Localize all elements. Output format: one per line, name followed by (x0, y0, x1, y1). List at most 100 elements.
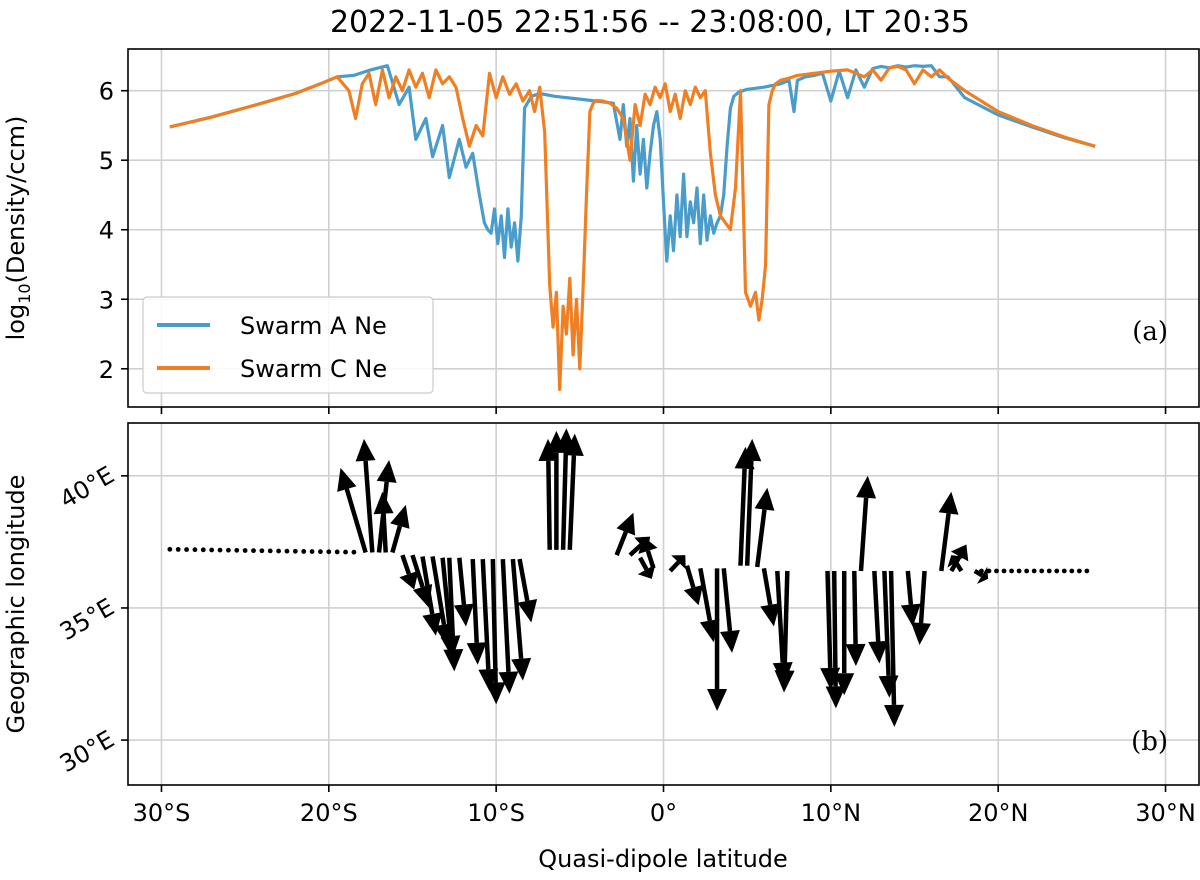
vector-arrow (888, 570, 897, 705)
track-dot (1024, 568, 1030, 574)
vector-arrow-head (720, 630, 740, 653)
vector-arrow (939, 513, 951, 572)
vector-arrow-head (884, 704, 904, 727)
track-dot (267, 548, 273, 554)
chart-title: 2022-11-05 22:51:56 -- 23:08:00, LT 20:3… (330, 5, 970, 40)
vector-arrow-head (511, 657, 532, 681)
y-tick-label: 5 (99, 147, 114, 175)
vector-arrow (858, 497, 869, 572)
track-dot (351, 549, 357, 555)
vector-arrow-head (399, 570, 419, 590)
legend-box (142, 296, 434, 394)
vector-arrow (447, 557, 456, 650)
vector-arrow (698, 567, 712, 622)
vector-arrow (517, 558, 530, 602)
vector-arrow-head (376, 460, 397, 483)
vector-arrow (775, 570, 785, 663)
vector-arrow-head (498, 671, 519, 694)
track-dot (184, 547, 189, 552)
panel-b-grid (128, 423, 1199, 785)
vector-arrow-head (977, 566, 989, 584)
track-dot (251, 548, 256, 554)
vector-arrow (953, 561, 964, 573)
vector-arrow (381, 513, 388, 553)
panel-b-ylabel: Geographic longitude (2, 475, 30, 734)
track-dot (259, 548, 265, 554)
track-dot (1084, 568, 1090, 574)
track-dot (318, 549, 323, 555)
track-dot (234, 547, 240, 553)
track-dot (284, 548, 290, 554)
vector-arrow (638, 556, 649, 571)
vector-arrow (510, 558, 524, 659)
vector-arrow (744, 460, 754, 566)
vector-arrow (560, 450, 569, 550)
vector-arrow (872, 570, 881, 642)
track-dot (1016, 568, 1022, 574)
vector-arrow (918, 570, 927, 624)
vector-arrow-head (825, 686, 846, 709)
vector-arrow-head (563, 433, 584, 456)
panel-b: 30°E35°E40°E 30°S 20°S 10°S 0° 10°N 20°N 30°N … (2, 422, 1200, 873)
track-dot (1001, 568, 1007, 574)
vector-arrow-head (637, 564, 656, 579)
track-dot (226, 547, 231, 553)
vector-arrow-head (517, 599, 538, 623)
vector-arrow (490, 559, 498, 683)
track-dot (334, 549, 340, 555)
vector-arrow-head (856, 475, 877, 499)
vector-arrow (628, 543, 643, 557)
legend-label-swarm-c: Swarm C Ne (240, 355, 387, 383)
track-dot (343, 549, 348, 555)
track-dot (1009, 568, 1014, 574)
vector-arrow-head (683, 584, 703, 606)
vector-arrow-head (834, 673, 855, 696)
vector-arrow (882, 570, 891, 676)
panel-b-vectors (167, 428, 1090, 727)
track-dot (217, 547, 223, 553)
track-dot (242, 548, 248, 553)
panel-b-xlabel: Quasi-dipole latitude (538, 845, 788, 873)
x-tick-label: 0° (650, 799, 677, 827)
vector-arrow (645, 550, 656, 570)
series-line-swarm-c (169, 64, 1096, 392)
panel-a: 2 3 4 5 6 log10(Density/ccm) (a) Swarm A Ne … (2, 48, 1200, 414)
vector-arrow-head (443, 649, 464, 672)
x-tick-label: 30°S (133, 799, 191, 827)
panel-a-label: (a) (1132, 317, 1168, 347)
vector-arrow (410, 554, 425, 588)
vector-arrow-head (760, 603, 781, 627)
track-dot (1039, 568, 1045, 574)
vector-arrow-head (774, 670, 795, 693)
series-line-swarm-a (169, 64, 1096, 263)
vector-arrow (831, 570, 838, 687)
vector-arrow-head (638, 536, 658, 554)
vector-arrow (440, 557, 453, 637)
vector-arrow-head (485, 682, 506, 705)
vector-arrow-head (337, 467, 357, 492)
vector-arrow (973, 569, 984, 578)
vector-arrow (825, 570, 833, 668)
vector-arrow (684, 565, 696, 589)
vector-arrow (457, 557, 467, 605)
vector-arrow (480, 558, 491, 670)
vector-arrow-head (868, 640, 889, 664)
vector-arrow (500, 558, 511, 672)
x-tick-label: 20°S (300, 799, 358, 827)
track-dot (292, 548, 298, 554)
vector-arrow-head (390, 504, 410, 529)
vector-arrow (344, 488, 368, 554)
vector-arrow-head (355, 438, 376, 462)
track-dot (192, 547, 198, 553)
vector-arrow (390, 525, 402, 554)
vector-arrow-head (938, 491, 959, 515)
x-tick-label: 30°N (1135, 799, 1196, 827)
vector-arrow-head (699, 618, 720, 643)
y-tick-label: 30°E (55, 725, 119, 778)
track-dot (1046, 568, 1052, 574)
x-tick-label: 20°N (968, 799, 1029, 827)
vector-arrow (782, 570, 790, 671)
track-dot (1031, 568, 1037, 574)
panel-b-label: (b) (1131, 727, 1168, 757)
